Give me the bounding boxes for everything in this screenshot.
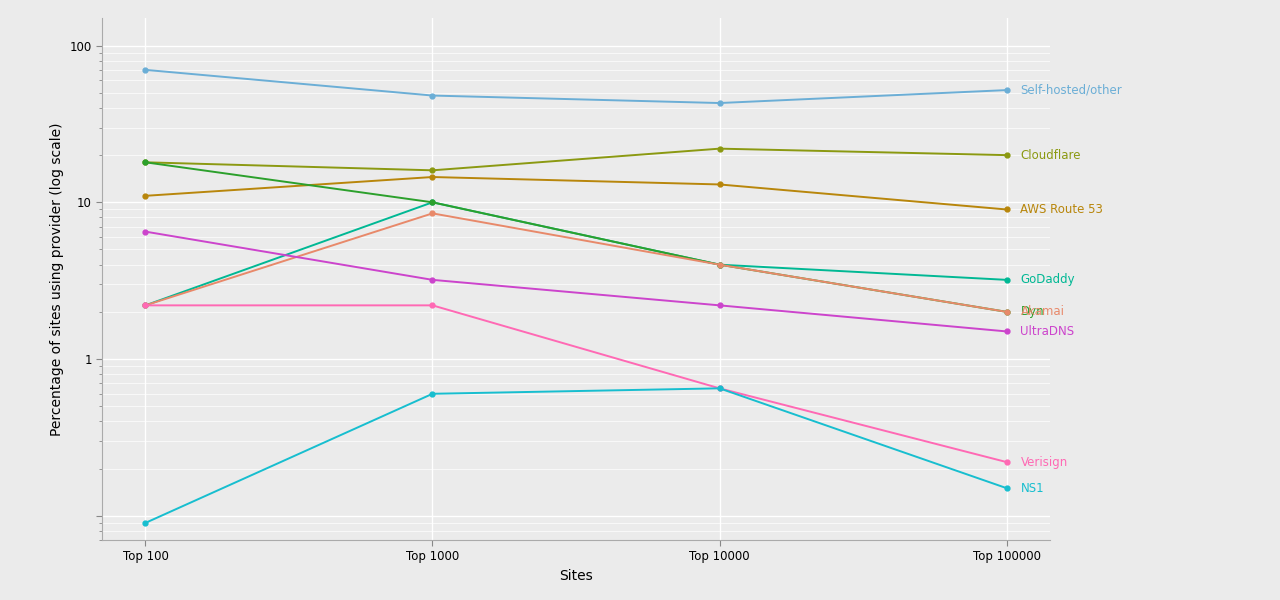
Text: Dyn: Dyn <box>1020 305 1044 319</box>
Text: UltraDNS: UltraDNS <box>1020 325 1074 338</box>
Text: Cloudflare: Cloudflare <box>1020 149 1080 161</box>
Text: Akamai: Akamai <box>1020 305 1065 319</box>
Y-axis label: Percentage of sites using provider (log scale): Percentage of sites using provider (log … <box>50 122 64 436</box>
Text: Self-hosted/other: Self-hosted/other <box>1020 83 1123 97</box>
Text: AWS Route 53: AWS Route 53 <box>1020 203 1103 216</box>
Text: NS1: NS1 <box>1020 482 1044 494</box>
Text: Verisign: Verisign <box>1020 455 1068 469</box>
X-axis label: Sites: Sites <box>559 569 593 583</box>
Text: GoDaddy: GoDaddy <box>1020 274 1075 286</box>
